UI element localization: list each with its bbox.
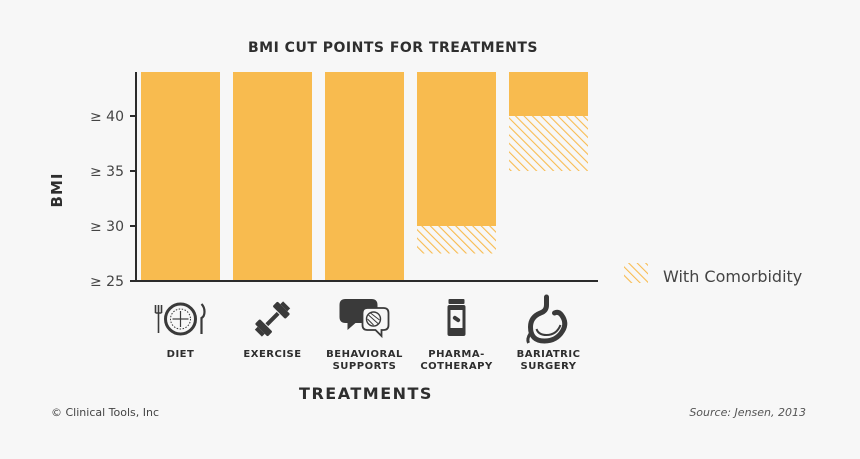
y-tick-label: ≥ 35 [90,164,124,180]
category-label: DIET [167,349,195,360]
category-icons [154,294,568,344]
stomach-icon [526,294,568,344]
y-tick-label: ≥ 40 [90,109,124,125]
copyright: © Clinical Tools, Inc [51,406,159,419]
chart-title: BMI CUT POINTS FOR TREATMENTS [248,40,538,56]
dumbbell-icon [254,301,291,337]
bar-comorbidity-segment [417,226,496,254]
bar-behavioral-supports [325,72,404,281]
bars [141,72,588,281]
plate-icon [154,302,206,336]
y-axis-label: BMI [48,173,66,208]
bar-comorbidity-segment [509,116,588,171]
bar-diet [141,72,220,281]
legend-label: With Comorbidity [663,267,802,286]
y-axis-ticks: ≥ 25 ≥ 30 ≥ 35 ≥ 40 [90,109,136,290]
category-label: BEHAVIORAL [326,349,403,360]
bar-pharma--cotherapy [417,72,496,226]
pill-bottle-icon [447,299,466,336]
speech-bubbles-icon [339,299,390,339]
category-label: EXERCISE [243,349,301,360]
category-label: PHARMA- [428,349,484,360]
x-axis-label: TREATMENTS [299,384,433,403]
bar-bariatric-surgery [509,72,588,116]
y-tick-label: ≥ 30 [90,219,124,235]
legend: With Comorbidity [624,263,802,286]
category-label: BARIATRIC [517,349,581,360]
source-note: Source: Jensen, 2013 [689,406,806,419]
category-label: SUPPORTS [333,361,397,372]
category-label: SURGERY [521,361,577,372]
bar-exercise [233,72,312,281]
legend-swatch [624,263,648,283]
y-tick-label: ≥ 25 [90,274,124,290]
category-label: COTHERAPY [420,361,493,372]
